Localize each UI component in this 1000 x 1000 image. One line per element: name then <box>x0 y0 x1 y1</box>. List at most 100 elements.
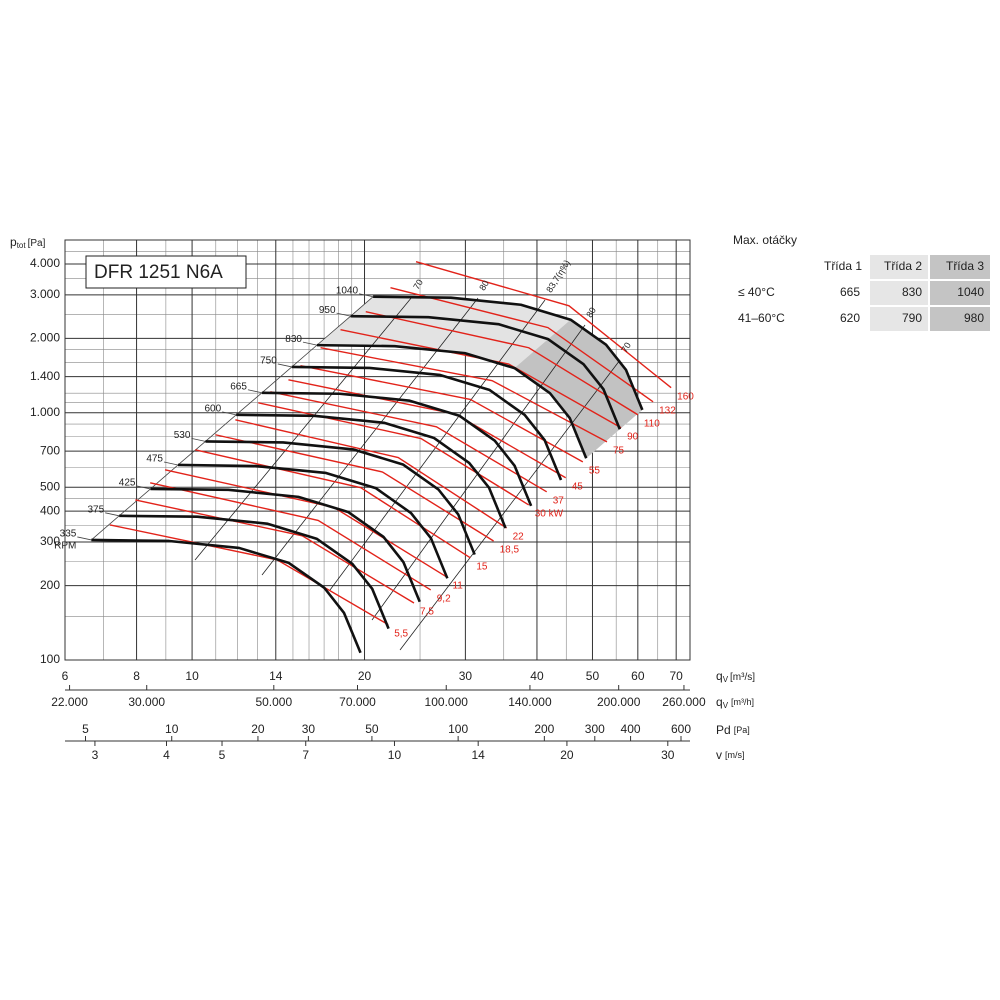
power-label: 75 <box>613 445 625 456</box>
cell-bg <box>930 307 990 331</box>
speed-label: 665 <box>230 381 247 392</box>
plot-area <box>91 260 672 654</box>
axis2-tick-label: 30 <box>302 722 316 736</box>
power-curve <box>415 260 672 389</box>
table-cell: 665 <box>840 285 860 299</box>
y-tick-label: 300 <box>40 534 60 548</box>
axis2-tick-label: 30 <box>661 748 675 762</box>
power-curve <box>135 499 415 604</box>
y-tick-label: 3.000 <box>30 287 60 301</box>
y-tick-label: 2.000 <box>30 331 60 345</box>
power-label: 45 <box>572 481 584 492</box>
table-cell: 830 <box>902 285 922 299</box>
table-cell: 980 <box>964 311 984 325</box>
axis2-tick-label: 22.000 <box>51 695 88 709</box>
axis2-tick-label: 20 <box>251 722 265 736</box>
axis2-tick-label: 5 <box>219 748 226 762</box>
speed-label: 750 <box>260 356 277 367</box>
axis2-label: v [m/s] <box>716 748 745 762</box>
axis2-sub: V <box>723 701 729 710</box>
column-header: Třída 3 <box>946 259 984 273</box>
axis2-tick-label: 5 <box>82 722 89 736</box>
x-axis-label: qV [m³/s] <box>716 669 755 684</box>
speed-curve <box>261 391 533 507</box>
axis2-tick-label: 70.000 <box>339 695 376 709</box>
x-tick-label: 70 <box>669 669 683 683</box>
y-axis-label: ptot [Pa] <box>10 235 46 250</box>
speed-curve <box>291 365 563 481</box>
x-tick-label: 6 <box>62 669 69 683</box>
label-leader <box>277 363 292 368</box>
efficiency-label: 70 <box>619 341 633 355</box>
power-label: 55 <box>589 466 601 477</box>
speed-curve <box>91 538 362 654</box>
speed-label: 830 <box>285 334 302 345</box>
power-curve <box>320 347 608 443</box>
table-cell: 620 <box>840 311 860 325</box>
power-curve <box>340 329 622 429</box>
efficiency-label: 70 <box>411 278 425 292</box>
axis2-tick-label: 20 <box>560 748 574 762</box>
secondary-axes: 22.000 30.000 50.000 70.000 100.000 140.000 20… <box>51 685 754 762</box>
speed-curve <box>373 295 644 411</box>
axis2-unit: [Pa] <box>734 725 750 735</box>
power-curve <box>365 311 639 416</box>
axis2-tick-label: 3 <box>92 748 99 762</box>
axis2-tick-label: 10 <box>388 748 402 762</box>
efficiency-line <box>194 296 413 561</box>
x-tick-label: 60 <box>631 669 645 683</box>
axis2-symbol: q <box>716 695 723 709</box>
efficiency-label: 80 <box>584 306 598 320</box>
table-cell: 1040 <box>957 285 984 299</box>
cell-bg <box>870 255 928 279</box>
x-label-sub: V <box>723 675 729 684</box>
power-label: 7,5 <box>420 607 434 618</box>
axis2-tick-label: 100 <box>448 722 468 736</box>
speed-label: 1040 <box>336 285 359 296</box>
axis2-tick-label: 14 <box>472 748 486 762</box>
speed-curve <box>205 440 476 556</box>
plot-frame <box>64 239 691 661</box>
speed-curve <box>119 514 390 630</box>
speed-curve <box>236 413 507 529</box>
column-header: Třída 1 <box>824 259 862 273</box>
x-tick-label: 40 <box>530 669 544 683</box>
x-tick-label: 30 <box>459 669 473 683</box>
speed-label: 375 <box>87 504 104 515</box>
efficiency-line <box>329 299 546 591</box>
speed-curve <box>316 343 588 459</box>
axis2-tick-label: 200 <box>534 722 554 736</box>
speed-label: 425 <box>119 478 136 489</box>
x-tick-label: 20 <box>358 669 372 683</box>
y-tick-label: 100 <box>40 652 60 666</box>
axis2-tick-label: 50.000 <box>255 695 292 709</box>
speed-label: 475 <box>146 454 163 465</box>
efficiency-line <box>399 359 621 651</box>
axis2-tick-label: 30.000 <box>128 695 165 709</box>
speed-label: 950 <box>319 305 336 316</box>
efficiency-label: 80 <box>477 279 491 293</box>
label-leader <box>136 485 151 490</box>
axis2-tick-label: 260.000 <box>662 695 706 709</box>
label-leader <box>163 461 179 466</box>
power-label: 132 <box>659 405 676 416</box>
y-tick-label: 700 <box>40 443 60 457</box>
axis2-tick-label: 7 <box>302 748 309 762</box>
speed-table: Max. otáčky Třída 1 Třída 2 Třída 3 ≤ 40… <box>733 233 990 331</box>
power-curve <box>270 391 548 493</box>
label-leader <box>77 536 92 541</box>
x-label-symbol: q <box>716 669 723 683</box>
axis2-label: Pd [Pa] <box>716 723 750 737</box>
axis2-tick-label: 400 <box>621 722 641 736</box>
power-label: 5,5 <box>394 628 408 639</box>
speed-label: 600 <box>205 403 222 414</box>
power-label: 9,2 <box>437 594 451 605</box>
y-tick-label: 1.000 <box>30 405 60 419</box>
x-tick-label: 14 <box>269 669 283 683</box>
power-label: 15 <box>476 561 488 572</box>
label-leader <box>302 341 318 346</box>
power-label: 18,5 <box>500 545 520 556</box>
table-cell: 790 <box>902 311 922 325</box>
cell-bg <box>930 281 990 305</box>
